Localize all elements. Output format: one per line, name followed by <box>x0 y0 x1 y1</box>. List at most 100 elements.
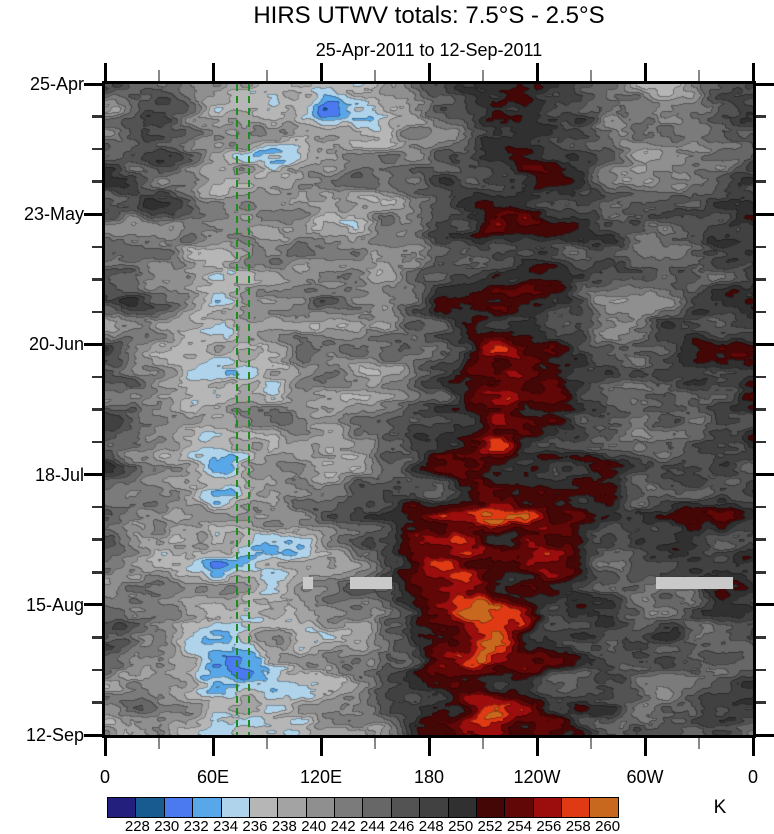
colorbar-tick-label: 244 <box>359 818 386 834</box>
colorbar-segment <box>532 797 562 818</box>
colorbar-tick-label: 250 <box>448 818 474 834</box>
y-axis-minor-tick <box>756 180 766 183</box>
colorbar-segment <box>362 797 392 818</box>
page-title: HIRS UTWV totals: 7.5°S - 2.5°S <box>253 2 605 29</box>
contour-plot-canvas <box>105 84 753 735</box>
y-axis-minor-tick <box>92 701 102 704</box>
y-axis-minor-tick <box>92 115 102 118</box>
colorbar-segment <box>305 797 335 818</box>
colorbar-tick-label: 242 <box>330 818 356 834</box>
y-axis-minor-tick <box>92 571 102 574</box>
colorbar-tick-label: 246 <box>389 818 415 834</box>
y-axis-label: 15-Aug <box>25 594 84 615</box>
x-axis-major-tick <box>751 63 755 81</box>
colorbar-tick-label: 238 <box>271 818 297 834</box>
y-axis-minor-tick <box>92 408 102 411</box>
colorbar-segment <box>561 797 591 818</box>
y-axis-minor-tick <box>92 538 102 541</box>
x-axis-label: 180 <box>413 767 445 787</box>
y-axis-minor-tick <box>756 375 766 379</box>
y-axis-minor-tick <box>92 505 102 509</box>
y-axis-major-tick <box>756 82 774 86</box>
y-axis-label: 18-Jul <box>34 464 84 485</box>
colorbar-tick-label: 236 <box>242 818 268 834</box>
y-axis-minor-tick <box>756 147 766 151</box>
x-axis-major-tick <box>427 738 431 756</box>
x-axis-label: 120E <box>299 767 343 787</box>
y-axis-minor-tick <box>756 440 766 444</box>
colorbar-segment <box>277 797 307 818</box>
colorbar-segment <box>589 797 619 818</box>
y-axis-major-tick <box>756 212 774 216</box>
x-axis-label: 120W <box>513 767 561 787</box>
y-axis-minor-tick <box>756 538 766 541</box>
colorbar-tick-label: 258 <box>565 818 591 834</box>
x-axis-label: 60W <box>626 767 664 787</box>
plot-frame <box>102 81 756 738</box>
x-axis-minor-tick <box>157 70 161 81</box>
x-axis-minor-tick <box>697 738 701 749</box>
y-axis-minor-tick <box>756 701 766 704</box>
dashed-reference-line <box>236 84 239 735</box>
colorbar-tick-label: 248 <box>418 818 444 834</box>
y-axis-major-tick <box>756 733 774 737</box>
colorbar-segment <box>220 797 250 818</box>
y-axis-minor-tick <box>92 375 102 379</box>
y-axis-minor-tick <box>92 636 102 639</box>
page-subtitle: 25-Apr-2011 to 12-Sep-2011 <box>315 40 543 60</box>
y-axis-major-tick <box>84 733 102 737</box>
colorbar <box>107 797 619 818</box>
y-axis-minor-tick <box>92 310 102 314</box>
y-axis-label: 20-Jun <box>28 334 84 355</box>
colorbar-segment <box>107 797 137 818</box>
x-axis-minor-tick <box>373 738 377 749</box>
x-axis-minor-tick <box>589 70 593 81</box>
dashed-reference-line <box>248 84 250 735</box>
colorbar-segment <box>390 797 421 818</box>
x-axis-minor-tick <box>265 738 269 749</box>
colorbar-segment <box>447 797 477 818</box>
y-axis-label: 23-May <box>23 204 84 225</box>
y-axis-major-tick <box>84 342 102 346</box>
x-axis-label: 0 <box>747 767 758 787</box>
x-axis-minor-tick <box>481 70 485 81</box>
y-axis-minor-tick <box>756 408 766 411</box>
y-axis-minor-tick <box>756 115 766 118</box>
y-axis-label: 12-Sep <box>25 725 84 745</box>
x-axis-major-tick <box>103 738 107 756</box>
x-axis-major-tick <box>643 738 647 756</box>
x-axis-label: 60E <box>196 767 230 787</box>
y-axis-minor-tick <box>756 668 766 672</box>
missing-data-bar <box>303 576 314 590</box>
x-axis-major-tick <box>319 738 323 756</box>
y-axis-minor-tick <box>92 278 102 281</box>
missing-data-bar <box>655 576 733 590</box>
y-axis-major-tick <box>84 603 102 607</box>
x-axis-minor-tick <box>373 70 377 81</box>
x-axis-major-tick <box>319 63 323 81</box>
colorbar-tick-label: 256 <box>536 818 562 834</box>
y-axis-major-tick <box>756 342 774 346</box>
y-axis-minor-tick <box>92 440 102 444</box>
x-axis-major-tick <box>535 738 539 756</box>
y-axis-minor-tick <box>92 180 102 183</box>
y-axis-label: 25-Apr <box>29 74 84 94</box>
missing-data-bar <box>349 576 393 590</box>
y-axis-major-tick <box>756 603 774 607</box>
y-axis-major-tick <box>84 473 102 477</box>
colorbar-tick-label: 234 <box>213 818 239 834</box>
x-axis-major-tick <box>211 738 215 756</box>
y-axis-minor-tick <box>756 571 766 574</box>
colorbar-segment <box>475 797 506 818</box>
colorbar-tick-label: 254 <box>506 818 532 834</box>
y-axis-minor-tick <box>756 245 766 248</box>
y-axis-minor-tick <box>756 310 766 314</box>
y-axis-major-tick <box>756 473 774 477</box>
x-axis-major-tick <box>751 738 755 756</box>
x-axis-minor-tick <box>697 70 701 81</box>
x-axis-major-tick <box>103 63 107 81</box>
colorbar-tick-label: 228 <box>124 818 150 834</box>
x-axis-major-tick <box>211 63 215 81</box>
y-axis-minor-tick <box>756 505 766 509</box>
colorbar-segment <box>135 797 165 818</box>
